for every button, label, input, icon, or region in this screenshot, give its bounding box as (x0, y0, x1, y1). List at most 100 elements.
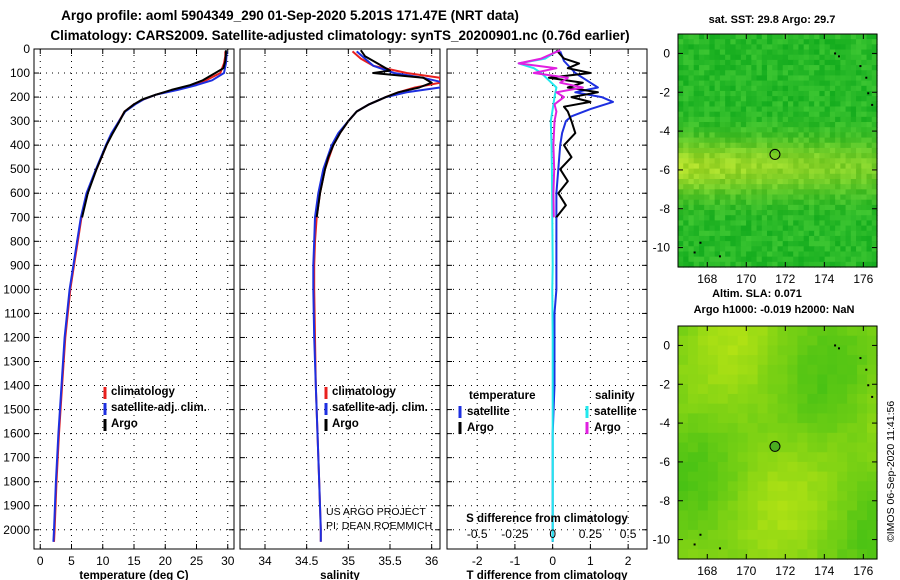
map-cell (797, 471, 808, 482)
map-cell (787, 374, 798, 385)
map-cell (730, 178, 737, 185)
map-cell (767, 215, 773, 221)
map-cell (717, 413, 729, 424)
map-cell (803, 96, 810, 102)
map-cell (730, 184, 737, 190)
map-cell (866, 44, 873, 51)
map-cell (856, 241, 862, 247)
map-cell (837, 471, 848, 482)
map-cell (717, 384, 729, 395)
map-cell (740, 225, 747, 232)
map-cell (807, 432, 818, 444)
map-cell (866, 178, 873, 185)
map-cell (861, 178, 868, 185)
map-cell (693, 39, 700, 45)
map-x-tick-label: 172 (775, 564, 795, 578)
map-cell (678, 49, 684, 56)
map-cell (756, 204, 763, 211)
map-cell (814, 54, 820, 61)
map-cell (756, 251, 763, 258)
map-cell (787, 96, 794, 102)
map-cell (827, 461, 838, 473)
map-cell (793, 142, 800, 149)
map-cell (819, 173, 826, 180)
map-cell (850, 116, 857, 123)
series-line-climatology (53, 51, 227, 542)
map-cell (803, 184, 810, 190)
map-cell (767, 241, 773, 247)
map-cell (704, 199, 711, 206)
map-cell (808, 256, 815, 263)
map-cell (807, 539, 818, 550)
map-cell (714, 111, 721, 118)
map-cell (751, 59, 758, 66)
map-cell (704, 106, 711, 113)
map-cell (751, 163, 758, 170)
map-cell (837, 442, 848, 453)
map-cell (857, 345, 868, 356)
map-cell (740, 220, 747, 227)
map-cell (798, 54, 805, 61)
map-cell (777, 452, 789, 463)
map-cell (819, 75, 826, 82)
map-cell (709, 75, 716, 82)
map-cell (756, 49, 763, 56)
map-cell (746, 106, 752, 113)
map-cell (683, 153, 690, 159)
map-cell (803, 189, 810, 196)
map-cell (840, 204, 847, 211)
map-cell (746, 34, 752, 40)
map-cell (761, 199, 768, 206)
map-cell (793, 210, 800, 216)
map-cell (746, 132, 752, 139)
map-cell (767, 364, 779, 376)
map-cell (709, 215, 716, 221)
map-cell (808, 122, 815, 128)
map-cell (819, 106, 826, 113)
map-cell (866, 116, 873, 123)
map-cell (793, 256, 800, 263)
map-cell (829, 142, 836, 149)
map-cell (787, 500, 798, 512)
map-cell (746, 70, 752, 77)
map-cell (817, 549, 828, 560)
map-cell (683, 39, 690, 45)
map-cell (687, 403, 699, 414)
map-cell (678, 491, 689, 502)
legend-label: satellite-adj. clim. (111, 402, 207, 414)
map-cell (688, 256, 695, 263)
map-cell (767, 199, 773, 206)
map-cell (761, 235, 768, 242)
map-cell (787, 549, 798, 560)
map-cell (767, 85, 773, 92)
map-cell (787, 49, 794, 56)
map-cell (867, 364, 878, 376)
map-cell (856, 65, 862, 71)
map-cell (730, 122, 737, 128)
map-cell (856, 137, 862, 144)
map-cell (808, 235, 815, 242)
map-cell (697, 481, 709, 492)
map-cell (704, 65, 711, 71)
map-cell (866, 127, 873, 133)
map-cell (709, 39, 716, 45)
map-cell (857, 423, 868, 434)
map-cell (717, 345, 729, 356)
map-cell (861, 54, 868, 61)
map-cell (787, 403, 798, 414)
map-cell (819, 142, 826, 149)
map-cell (840, 34, 847, 40)
map-cell (719, 256, 726, 263)
map-cell (787, 137, 794, 144)
map-cell (737, 539, 749, 550)
map-cell (814, 142, 820, 149)
map-cell (735, 178, 742, 185)
map-cell (819, 137, 826, 144)
map-cell (735, 215, 742, 221)
map-cell (798, 59, 805, 66)
map-cell (837, 345, 848, 356)
map-cell (740, 116, 747, 123)
map-cell (767, 54, 773, 61)
map-cell (787, 85, 794, 92)
map-cell (808, 137, 815, 144)
